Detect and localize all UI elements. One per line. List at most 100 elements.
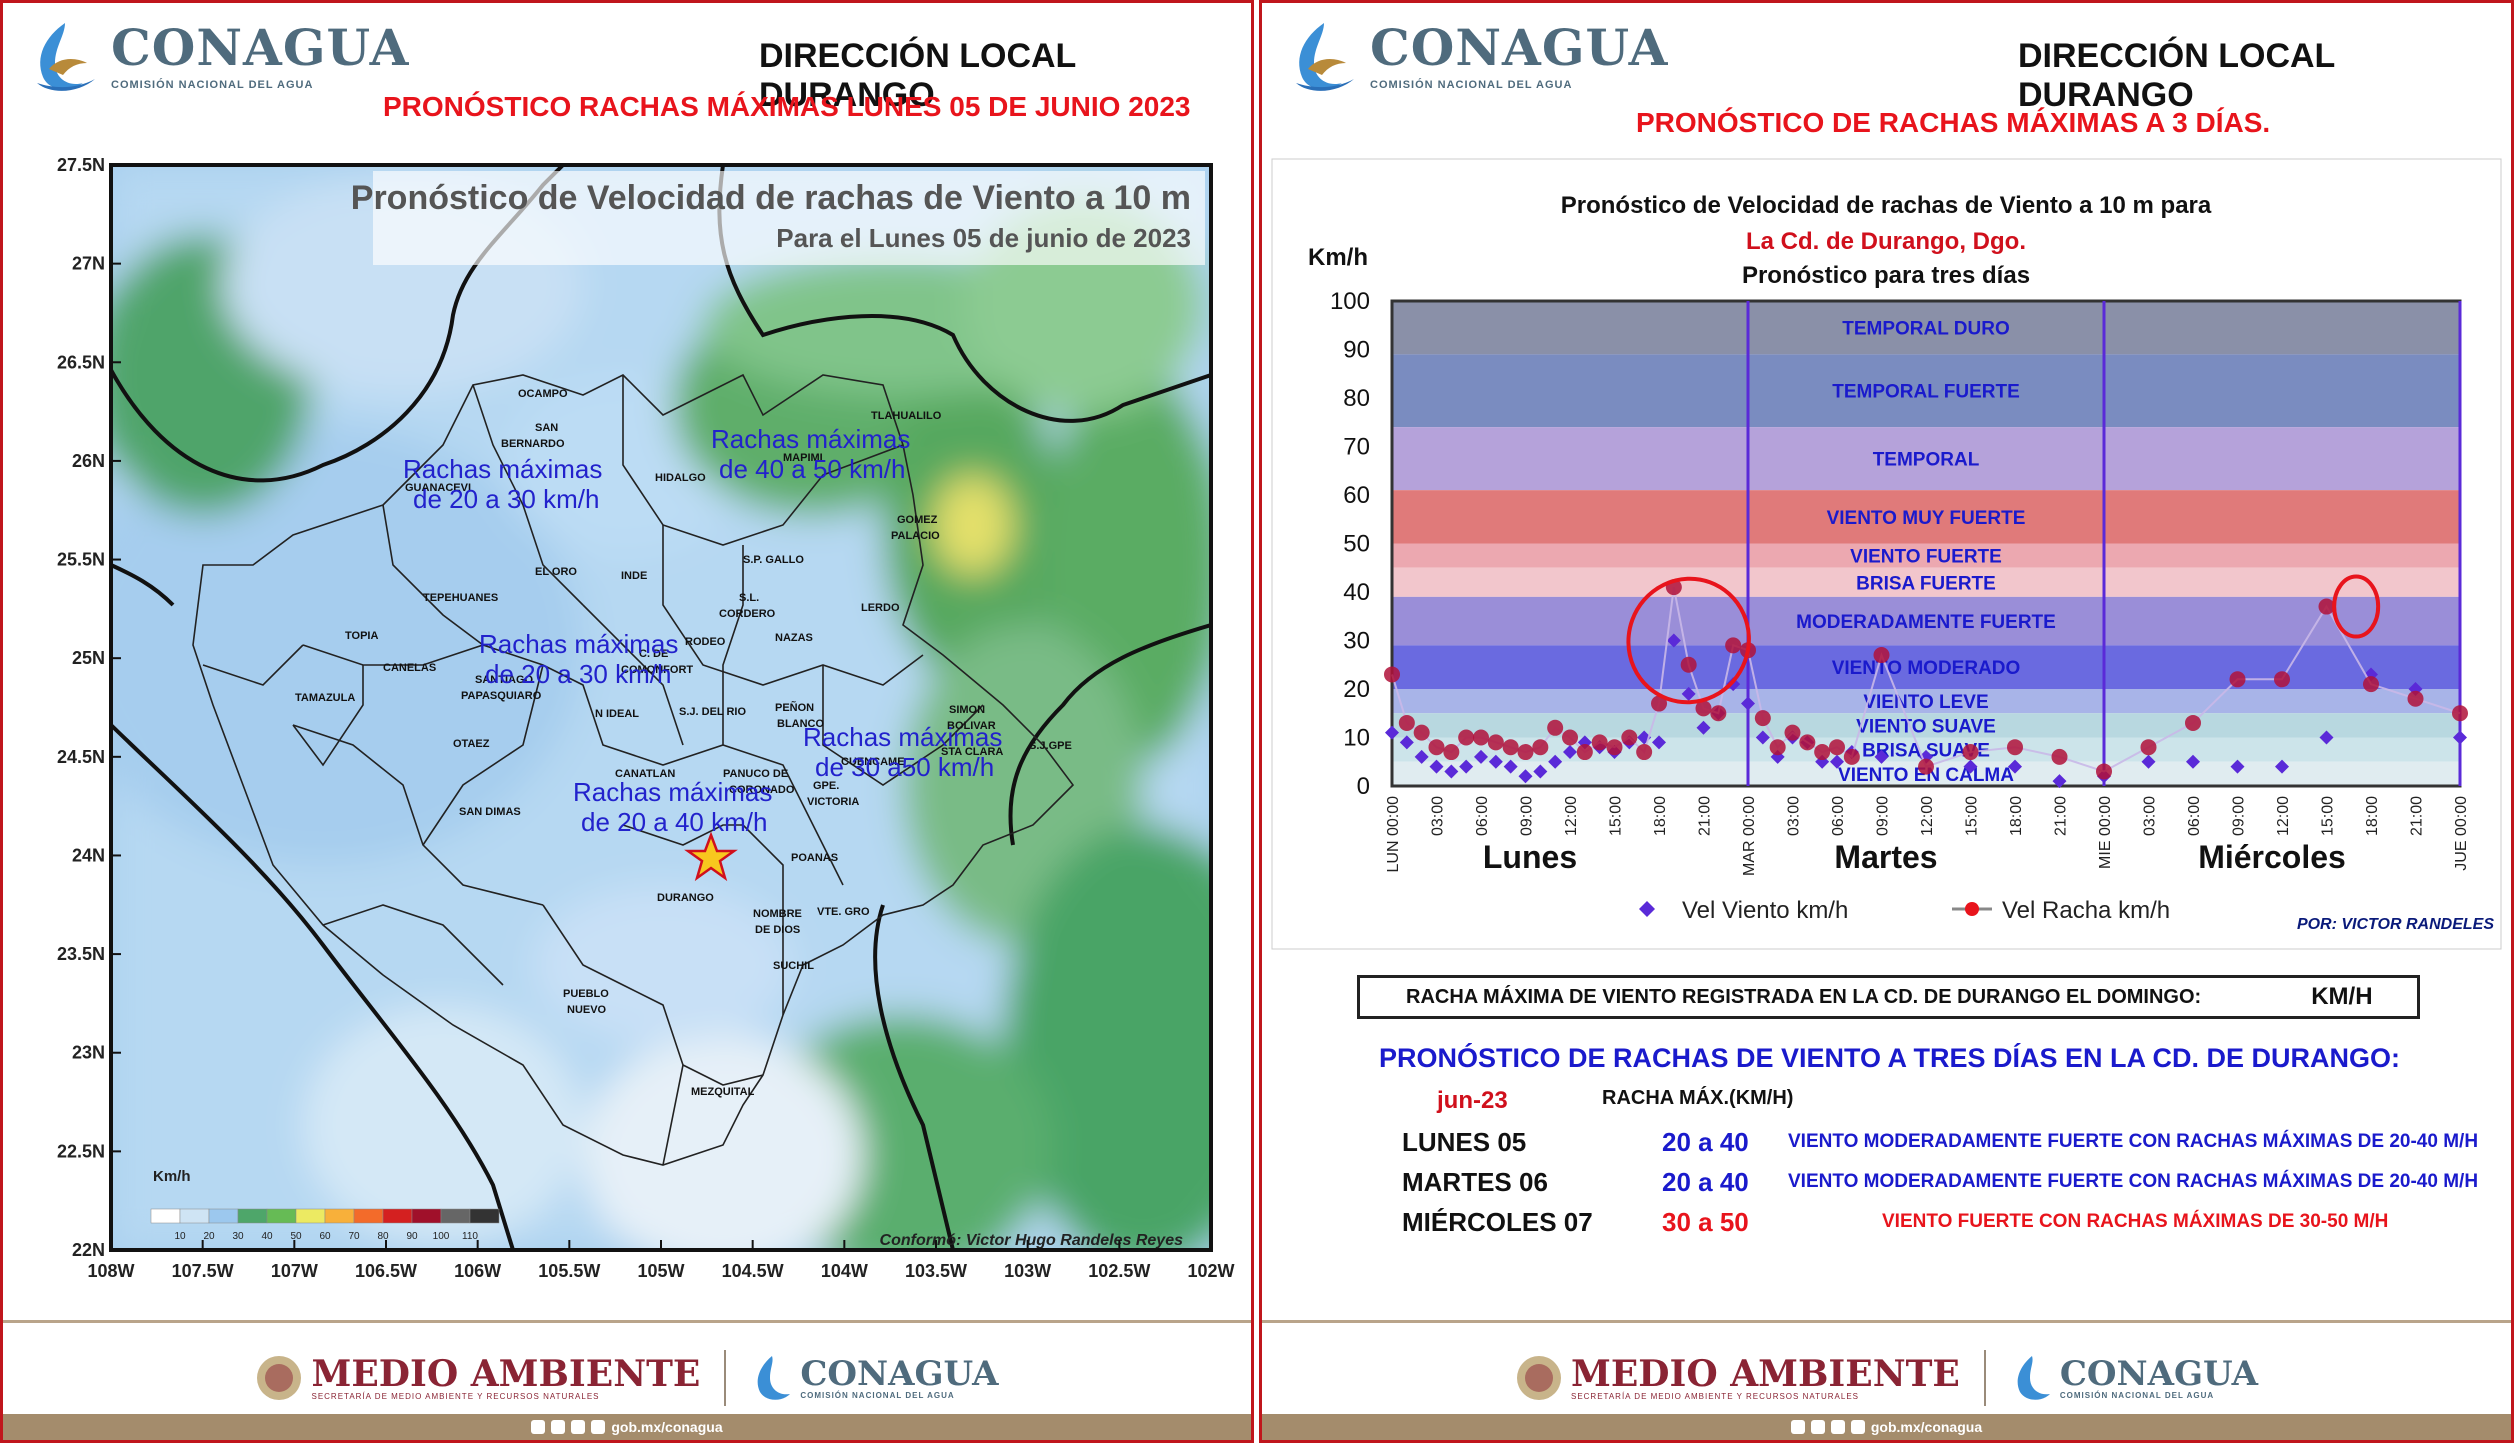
viento-point	[1666, 633, 1681, 648]
racha-point	[1799, 734, 1816, 751]
x-tick-label: 03:00	[2142, 796, 2159, 836]
wind-field	[111, 165, 1211, 1250]
label-papasquiaro: PAPASQUIARO	[461, 690, 542, 702]
zone-5-line1: Rachas máximas	[573, 777, 772, 807]
label-san-dimas: SAN DIMAS	[459, 806, 521, 818]
legend-racha-label: Vel Racha km/h	[2002, 897, 2170, 924]
legend-viento-marker	[1639, 901, 1655, 917]
twitter-icon[interactable]	[551, 1420, 566, 1434]
label-canelas: CANELAS	[383, 662, 436, 674]
x-tick-label: 18:00	[2364, 796, 2381, 836]
x-tick-label: 06:00	[1830, 796, 1847, 836]
label-bernardo: BERNARDO	[501, 438, 565, 450]
x-tick-group: 09:00	[1519, 796, 1536, 836]
brand-medio-ambiente: MEDIO AMBIENTE	[1570, 1352, 1960, 1395]
x-tick-label: 03:00	[1786, 796, 1803, 836]
instagram-icon[interactable]	[1830, 1420, 1845, 1434]
label-c-de: C. DE	[639, 648, 668, 660]
footer-url[interactable]: gob.mx/conagua	[1870, 1419, 1983, 1435]
label-comonfort: COMONFORT	[621, 664, 693, 676]
conagua-emblem-icon	[37, 23, 95, 91]
mexico-shield-icon	[1516, 1356, 1561, 1400]
racha-point	[1680, 656, 1697, 673]
zone-1-line1: Rachas máximas	[403, 454, 602, 484]
youtube-icon[interactable]	[591, 1420, 606, 1434]
header-title-right: DIRECCIÓN LOCAL DURANGO	[2018, 37, 2335, 114]
logo-wordmark: CONAGUA	[1370, 18, 1669, 77]
band-label: TEMPORAL DURO	[1842, 319, 2009, 340]
label-mezquital: MEZQUITAL	[691, 1086, 755, 1098]
map-title: Pronóstico de Velocidad de rachas de Vie…	[351, 179, 1191, 217]
label-nuevo: NUEVO	[567, 1004, 607, 1016]
x-tick-label: LUN 00:00	[1385, 796, 1402, 873]
x-tick-label: 21:00	[1697, 796, 1714, 836]
lat-label: 26.5N	[57, 352, 105, 372]
legend-value: 20	[203, 1231, 215, 1242]
x-tick-group: 15:00	[1964, 796, 1981, 836]
zone-4-line2: de 30 a50 km/h	[815, 752, 994, 782]
legend-value: 30	[232, 1231, 244, 1242]
youtube-icon[interactable]	[1850, 1420, 1865, 1434]
x-tick-label: 03:00	[1430, 796, 1447, 836]
left-panel: CONAGUA COMISIÓN NACIONAL DEL AGUA DIREC…	[0, 0, 1254, 1443]
racha-point	[1532, 739, 1549, 756]
viento-point	[2008, 759, 2022, 774]
viento-point	[2319, 730, 2334, 745]
color-legend: Km/h 10 20 30 40 50 60 70 80 90 100 110	[150, 1168, 500, 1242]
day-label: Miércoles	[2198, 839, 2346, 875]
label-blanco: BLANCO	[777, 718, 824, 730]
lon-label: 106.5W	[355, 1261, 417, 1281]
day-label: Martes	[1834, 839, 1937, 875]
forecast-day: LUNES 05	[1402, 1127, 1527, 1157]
racha-point	[2363, 676, 2379, 693]
zone-4-line1: Rachas máximas	[803, 722, 1002, 752]
racha-point	[1487, 734, 1504, 751]
viento-point	[1533, 764, 1548, 779]
label-san: SAN	[535, 422, 558, 434]
racha-point	[1591, 734, 1608, 751]
legend-swatch	[208, 1208, 239, 1224]
twitter-icon[interactable]	[1810, 1420, 1825, 1434]
lon-label: 107W	[271, 1261, 318, 1281]
facebook-icon[interactable]	[531, 1420, 546, 1434]
legend-unit: Km/h	[153, 1168, 191, 1185]
racha-point	[1814, 744, 1831, 761]
instagram-icon[interactable]	[571, 1420, 586, 1434]
forecast-title: PRONÓSTICO DE RACHAS DE VIENTO A TRES DÍ…	[1378, 1043, 2401, 1073]
forecast-day: MARTES 06	[1402, 1167, 1548, 1197]
x-tick-label: 12:00	[1919, 796, 1936, 836]
label-durango: DURANGO	[657, 892, 714, 904]
label-panuco: PANUCO DE	[723, 768, 788, 780]
label-tlahualilo: TLAHUALILO	[871, 410, 942, 422]
header-title: DIRECCIÓN LOCAL DURANGO	[759, 37, 1076, 114]
x-tick-group: MIE 00:00	[2097, 796, 2114, 869]
racha-point	[1384, 666, 1400, 683]
viento-point	[1503, 759, 1518, 774]
map-subtitle: Para el Lunes 05 de junio de 2023	[776, 223, 1191, 253]
racha-point	[2185, 714, 2201, 731]
y-tick-label: 70	[1343, 434, 1370, 461]
brand-conagua-sub: COMISIÓN NACIONAL DEL AGUA	[800, 1390, 955, 1400]
lon-label: 103W	[1004, 1261, 1051, 1281]
left-footer: MEDIO AMBIENTE SECRETARÍA DE MEDIO AMBIEN…	[3, 1320, 1251, 1440]
label-victoria: VICTORIA	[807, 796, 859, 808]
logo-wordmark: CONAGUA	[111, 18, 410, 77]
y-axis-label: Km/h	[1308, 244, 1368, 271]
footer-url[interactable]: gob.mx/conagua	[611, 1419, 723, 1435]
facebook-icon[interactable]	[1790, 1420, 1805, 1434]
lat-label: 27N	[72, 254, 105, 274]
label-rodeo: RODEO	[685, 636, 726, 648]
lon-label: 104W	[821, 1261, 868, 1281]
y-tick-label: 80	[1343, 385, 1370, 412]
x-tick-label: 15:00	[1964, 796, 1981, 836]
x-tick-label: 21:00	[2409, 796, 2426, 836]
forecast-desc: VIENTO MODERADAMENTE FUERTE CON RACHAS M…	[1788, 1171, 2479, 1192]
lat-label: 27.5N	[57, 155, 105, 175]
legend-racha-marker	[1965, 902, 1979, 916]
x-tick-group: 03:00	[1786, 796, 1803, 836]
legend-swatch	[150, 1208, 181, 1224]
viento-point	[1874, 749, 1889, 764]
x-tick-label: 12:00	[1563, 796, 1580, 836]
viento-point	[2453, 730, 2467, 745]
label-sp-gallo: S.P. GALLO	[743, 554, 804, 566]
